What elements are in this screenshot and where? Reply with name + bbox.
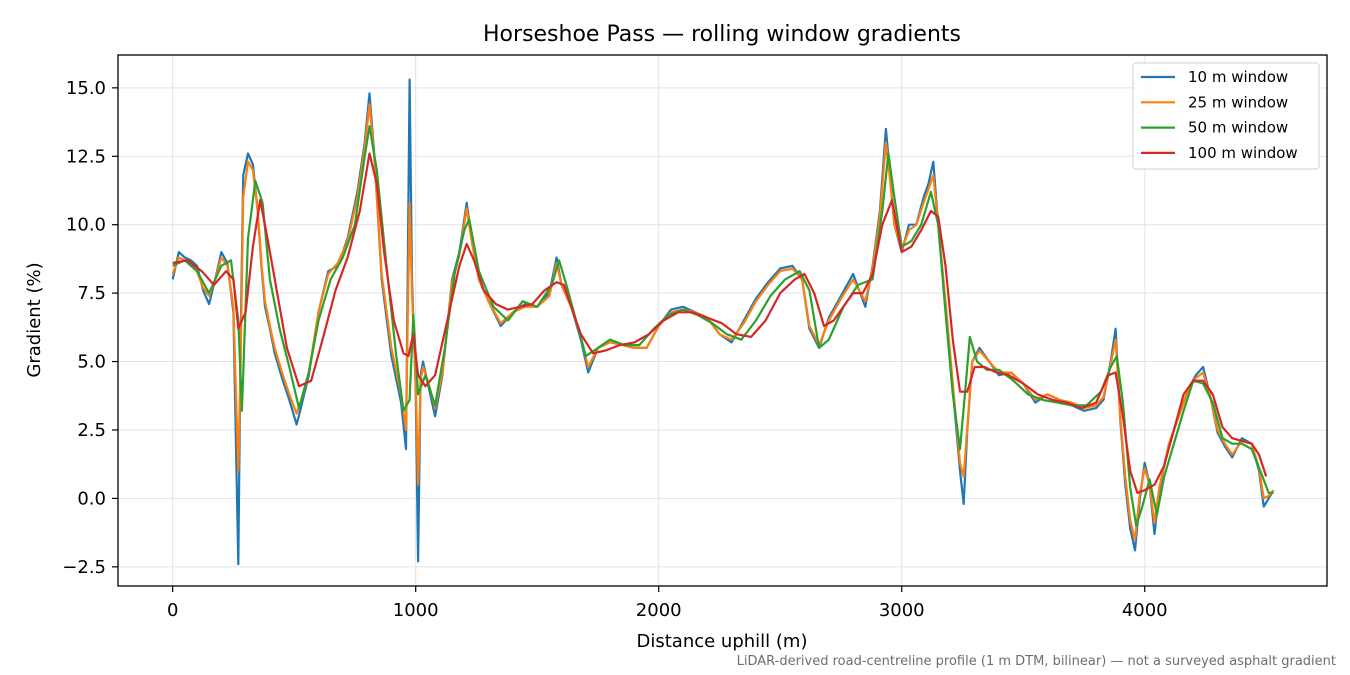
- legend-label: 100 m window: [1188, 144, 1298, 162]
- x-axis: 0 1000 2000 3000 4000: [167, 586, 1168, 621]
- y-tick-label: 15.0: [66, 78, 106, 99]
- grid: [118, 55, 1327, 586]
- y-tick-label: 7.5: [77, 283, 106, 304]
- x-tick-label: 4000: [1122, 600, 1168, 621]
- series-layer: [171, 78, 1275, 566]
- y-axis: −2.5 0.0 2.5 5.0 7.5 10.0 12.5 15.0: [62, 78, 118, 578]
- series-line-50-m-window: [172, 125, 1274, 527]
- legend-label: 10 m window: [1188, 68, 1288, 86]
- y-axis-label: Gradient (%): [24, 262, 45, 377]
- x-axis-label: Distance uphill (m): [637, 631, 808, 652]
- legend-label: 50 m window: [1188, 119, 1288, 137]
- chart-title: Horseshoe Pass — rolling window gradient…: [483, 22, 961, 47]
- legend-box: [1132, 62, 1320, 170]
- x-tick-label: 1000: [393, 600, 439, 621]
- y-tick-label: 5.0: [77, 352, 106, 373]
- x-tick-label: 2000: [636, 600, 682, 621]
- footnote: LiDAR-derived road-centreline profile (1…: [737, 654, 1336, 669]
- y-tick-label: 2.5: [77, 420, 106, 441]
- series-line-100-m-window: [172, 152, 1268, 494]
- legend-label: 25 m window: [1188, 93, 1288, 111]
- y-tick-label: 10.0: [66, 215, 106, 236]
- x-tick-label: 3000: [879, 600, 925, 621]
- y-tick-label: 0.0: [77, 488, 106, 509]
- x-tick-label: 0: [167, 600, 178, 621]
- y-tick-label: −2.5: [62, 557, 106, 578]
- legend: 10 m window 25 m window 50 m window 100 m w…: [1132, 62, 1320, 170]
- y-tick-label: 12.5: [66, 146, 106, 167]
- plot-frame: [117, 54, 1328, 587]
